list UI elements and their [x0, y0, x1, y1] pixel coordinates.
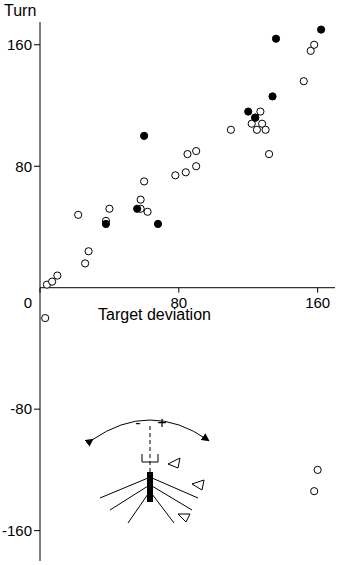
- svg-text:-: -: [135, 414, 140, 431]
- svg-text:+: +: [157, 414, 166, 431]
- svg-text:80: 80: [170, 293, 188, 311]
- svg-text:160: 160: [7, 36, 32, 53]
- svg-text:160: 160: [305, 294, 330, 311]
- svg-text:80: 80: [15, 158, 32, 175]
- html-text:Turn: Turn: [4, 2, 37, 19]
- svg-text:-160: -160: [2, 522, 32, 539]
- html-text:Target deviation: Target deviation: [98, 306, 211, 323]
- svg-text:-80: -80: [10, 400, 32, 417]
- svg-text:0: 0: [24, 294, 32, 311]
